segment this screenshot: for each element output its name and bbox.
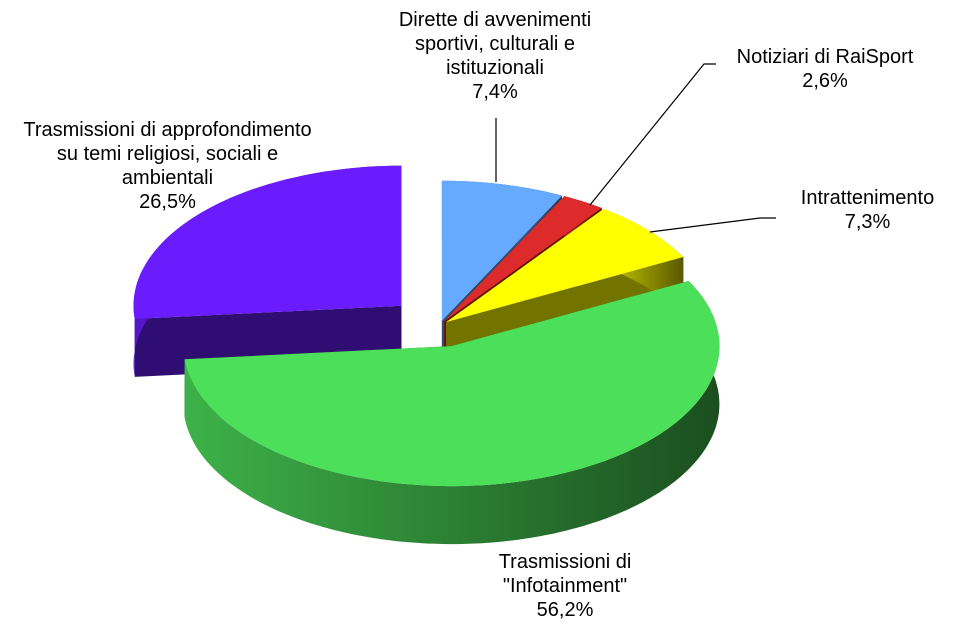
value-label: 56,2%: [536, 599, 594, 621]
category-label: Trasmissioni di approfondimento su temi …: [23, 119, 312, 189]
slice: [184, 281, 720, 545]
slice-label: Intrattenimento 7,3%: [780, 186, 955, 234]
slice-wall: [184, 281, 720, 545]
slice-top: [446, 208, 684, 323]
slice-label: Trasmissioni di approfondimento su temi …: [20, 118, 315, 214]
slice-label: Trasmissioni di "Infotainment" 56,2%: [465, 550, 665, 622]
slice-label: Dirette di avvenimenti sportivi, cultura…: [370, 8, 620, 104]
slice-top: [441, 180, 562, 321]
leader-lines: [495, 63, 776, 233]
value-label: 2,6%: [802, 70, 848, 92]
category-label: Dirette di avvenimenti sportivi, cultura…: [398, 9, 592, 79]
category-label: Trasmissioni di "Infotainment": [498, 551, 632, 597]
leader-line: [649, 217, 776, 233]
value-label: 7,3%: [844, 211, 891, 233]
slice-top: [444, 196, 602, 322]
slice-top: [184, 281, 720, 487]
value-label: 7,4%: [472, 81, 518, 103]
slice-label: Notiziari di RaiSport 2,6%: [705, 45, 945, 93]
slices: [133, 165, 720, 545]
value-label: 26,5%: [139, 191, 196, 213]
category-label: Notiziari di RaiSport: [736, 46, 914, 68]
category-label: Intrattenimento: [800, 187, 935, 209]
slice-top: [133, 165, 402, 319]
leader-line: [589, 63, 716, 206]
